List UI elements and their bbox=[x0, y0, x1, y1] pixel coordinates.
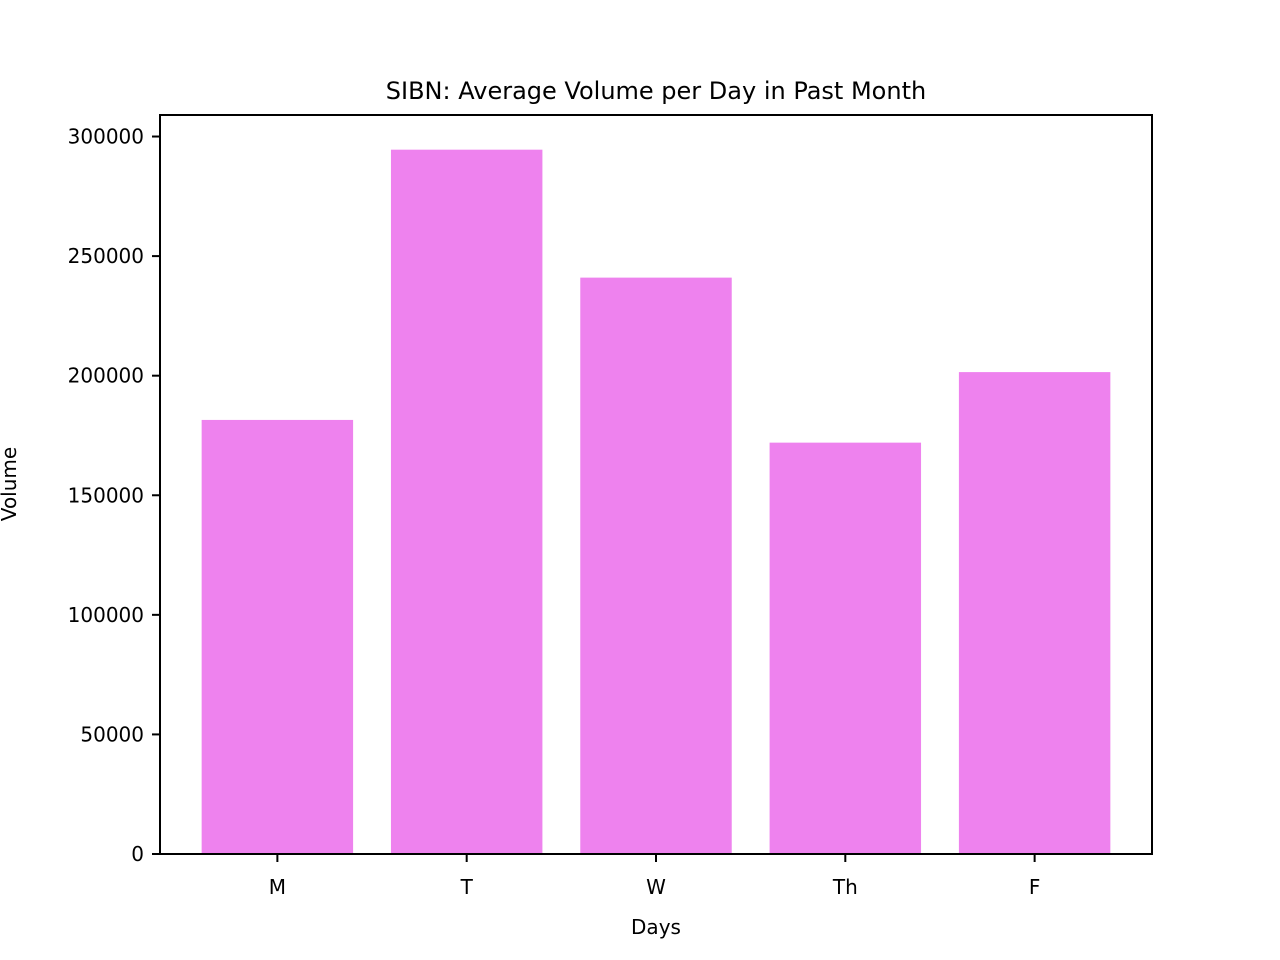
y-axis: 0 50000 100000 150000 200000 250000 300000 bbox=[68, 125, 160, 866]
x-tick-label: M bbox=[269, 875, 286, 899]
bar-w bbox=[580, 277, 732, 855]
x-tick-label: W bbox=[646, 875, 666, 899]
x-tick-label: F bbox=[1029, 875, 1041, 899]
x-tick-label: Th bbox=[832, 875, 858, 899]
y-tick-label: 200000 bbox=[68, 364, 144, 388]
y-tick-label: 300000 bbox=[68, 125, 144, 149]
bar-m bbox=[201, 419, 354, 854]
y-tick-label: 50000 bbox=[80, 722, 144, 746]
bar-f bbox=[958, 372, 1111, 854]
y-tick-label: 150000 bbox=[68, 483, 144, 507]
y-tick-label: 100000 bbox=[68, 603, 144, 627]
bar-t bbox=[390, 149, 543, 855]
x-axis: M T W Th F bbox=[269, 854, 1041, 899]
x-axis-title: Days bbox=[631, 915, 681, 939]
x-tick-label: T bbox=[460, 875, 474, 899]
y-tick-label: 250000 bbox=[68, 244, 144, 268]
y-axis-title: Volume bbox=[0, 447, 21, 521]
chart-title: SIBN: Average Volume per Day in Past Mon… bbox=[386, 77, 926, 105]
bars-layer bbox=[201, 149, 1111, 855]
y-tick-label: 0 bbox=[131, 842, 144, 866]
bar-th bbox=[769, 442, 922, 854]
